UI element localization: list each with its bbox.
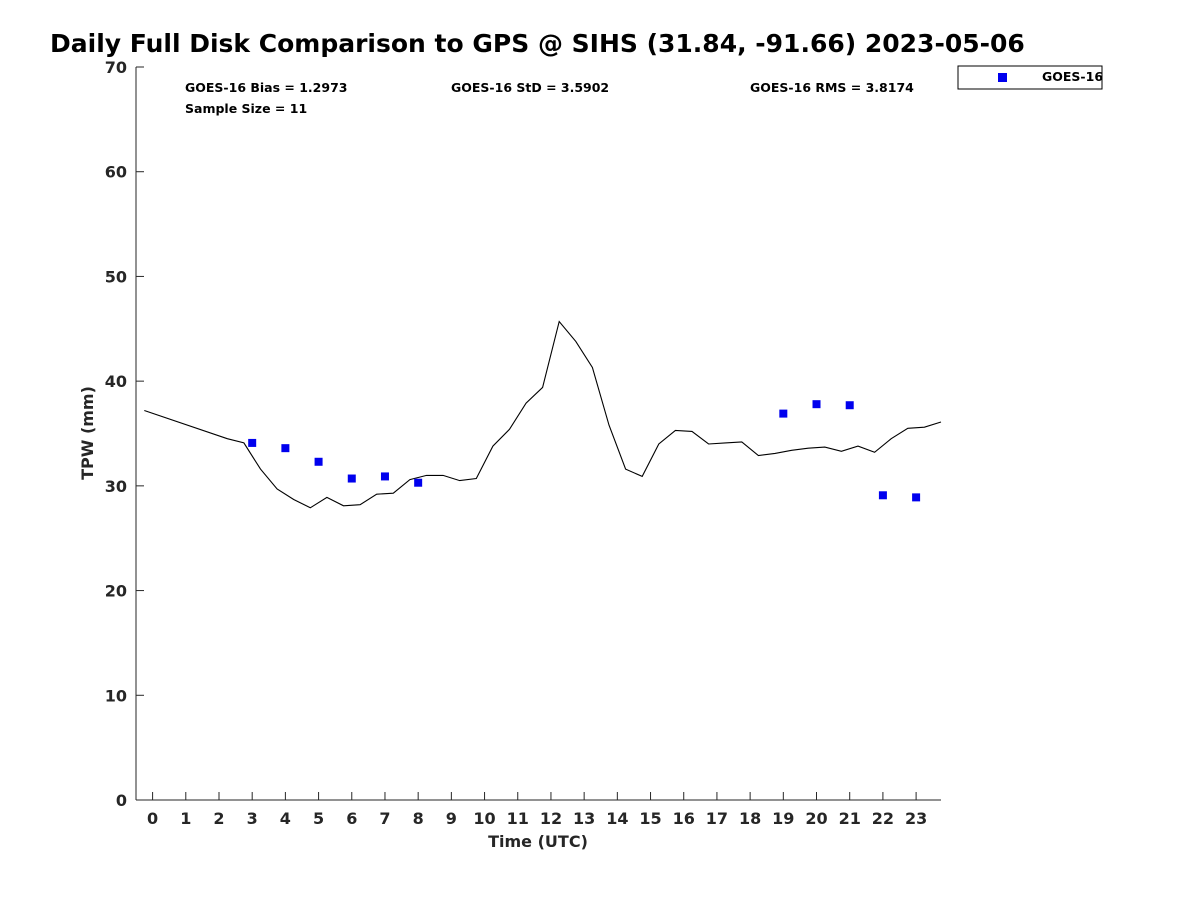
goes16-point [380,472,389,481]
x-axis-label: Time (UTC) [488,832,588,851]
x-tick-label: 19 [772,809,794,828]
x-tick-label: 17 [706,809,728,828]
bias-stat: GOES-16 Bias = 1.2973 [185,80,347,95]
plot-frame [135,67,941,801]
x-tick-label: 4 [280,809,291,828]
series-layer [144,320,942,509]
x-tick-label: 13 [573,809,595,828]
x-tick-label: 1 [180,809,191,828]
y-tick-label: 0 [116,791,127,810]
x-tick-label: 2 [213,809,224,828]
y-tick-label: 50 [105,267,127,286]
legend-marker-goes16 [998,73,1007,82]
y-tick-label: 20 [105,582,127,601]
x-tick-label: 0 [147,809,158,828]
gps-tpw-line [144,320,942,509]
x-tick-label: 10 [473,809,495,828]
goes16-point [878,491,887,500]
x-tick-label: 12 [540,809,562,828]
y-tick-label: 40 [105,372,127,391]
x-tick-label: 14 [606,809,628,828]
x-tick-label: 23 [905,809,927,828]
goes16-point [248,438,257,447]
std-stat: GOES-16 StD = 3.5902 [451,80,609,95]
goes16-point [314,457,323,466]
x-tick-label: 18 [739,809,761,828]
goes16-point [347,474,356,483]
goes16-point [779,409,788,418]
x-tick-label: 8 [413,809,424,828]
x-tick-label: 21 [839,809,861,828]
x-tick-label: 5 [313,809,324,828]
chart-title: Daily Full Disk Comparison to GPS @ SIHS… [50,29,1025,58]
rms-stat: GOES-16 RMS = 3.8174 [750,80,914,95]
goes16-point [812,400,821,409]
x-tick-label: 3 [247,809,258,828]
goes16-point [414,478,423,487]
x-tick-label: 9 [446,809,457,828]
goes16-point [281,444,290,453]
x-tick-label: 16 [673,809,695,828]
x-tick-label: 11 [507,809,529,828]
legend-box [957,65,1103,90]
x-tick-label: 20 [805,809,827,828]
y-tick-label: 60 [105,163,127,182]
x-tick-label: 6 [346,809,357,828]
y-axis-label: TPW (mm) [78,386,97,480]
legend: GOES-16 [957,65,1103,90]
y-tick-label: 30 [105,477,127,496]
x-tick-label: 22 [872,809,894,828]
sample-size-stat: Sample Size = 11 [185,101,307,116]
y-tick-label: 10 [105,686,127,705]
goes16-point [845,401,854,410]
x-tick-label: 7 [379,809,390,828]
goes16-point [912,493,921,502]
y-tick-label: 70 [105,58,127,77]
legend-label-goes16: GOES-16 [1042,69,1103,84]
x-tick-label: 15 [639,809,661,828]
